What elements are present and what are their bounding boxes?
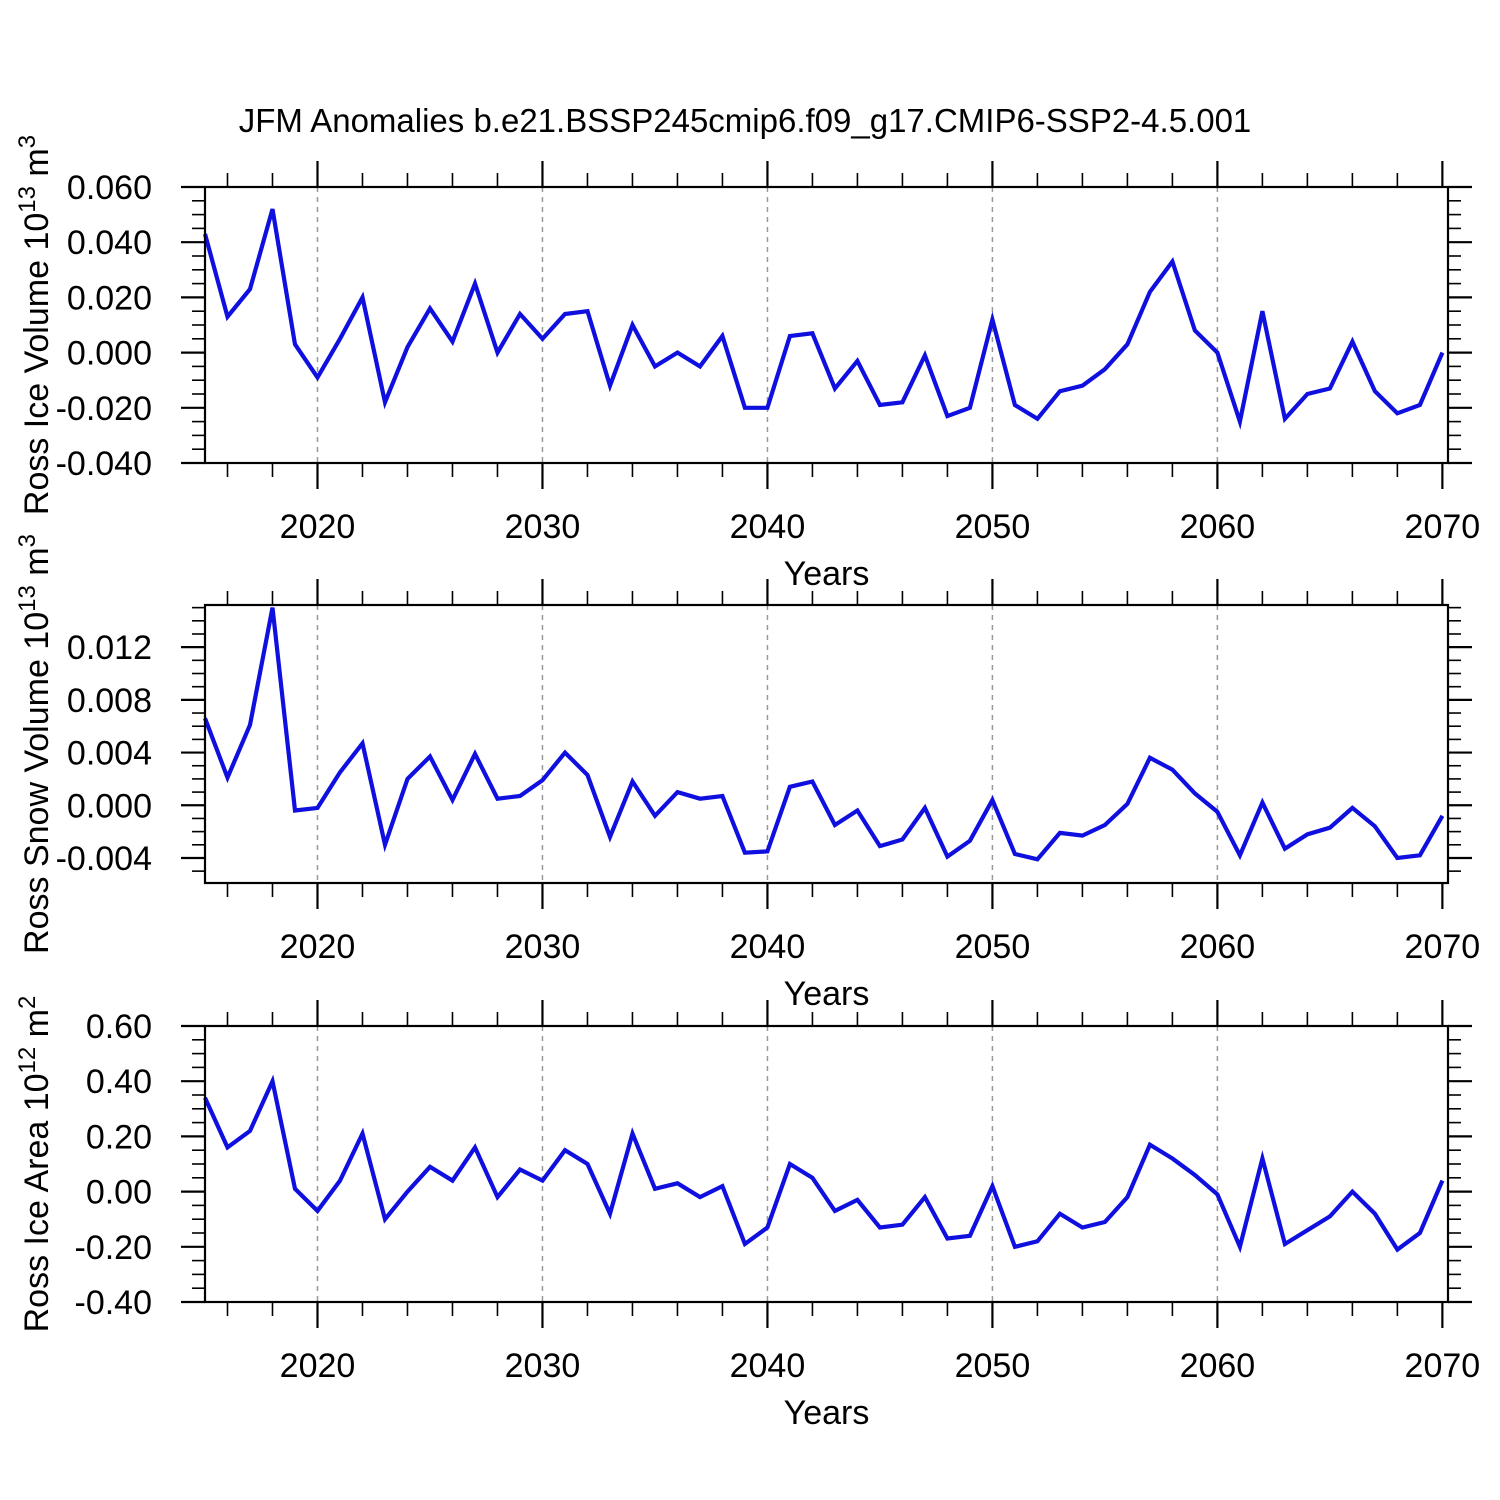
data-line xyxy=(202,208,1445,430)
y-tick-label: 0.020 xyxy=(67,279,152,317)
x-tick-label: 2050 xyxy=(955,1347,1031,1385)
x-tick-label: 2060 xyxy=(1180,508,1256,546)
ylabel-superscript: 13 xyxy=(14,585,41,612)
x-tick-label: 2050 xyxy=(955,508,1031,546)
x-tick-label: 2060 xyxy=(1180,928,1256,966)
x-tick-label: 2030 xyxy=(505,928,581,966)
ylabel-superscript: 13 xyxy=(14,186,41,213)
y-tick-label: -0.020 xyxy=(56,390,152,428)
data-line xyxy=(203,1074,1445,1254)
panel-ross-snow-volume: 0.012 0.008 0.004 0.000 -0.004 2020 2030 2040 20… xyxy=(14,534,1480,1013)
y-tick-label: 0.000 xyxy=(67,787,152,825)
x-axis-title: Years xyxy=(784,975,870,1013)
x-tick-label: 2070 xyxy=(1405,1347,1481,1385)
panel-ross-ice-volume: 0.060 0.040 0.020 0.000 -0.020 -0.040 2020 2030… xyxy=(14,135,1480,593)
y-axis-title: Ross Ice Volume 1013 m3 xyxy=(14,135,56,515)
x-tick-label: 2070 xyxy=(1405,928,1481,966)
y-axis-title: Ross Snow Volume 1013 m3 xyxy=(14,534,56,954)
y-tick-label: 0.040 xyxy=(67,224,152,262)
y-tick-label: 0.60 xyxy=(86,1008,152,1046)
x-tick-label: 2020 xyxy=(280,928,356,966)
x-tick-label: 2020 xyxy=(280,1347,356,1385)
x-tick-label: 2050 xyxy=(955,928,1031,966)
y-tick-label: -0.004 xyxy=(56,840,152,878)
y-tick-label: 0.060 xyxy=(67,169,152,207)
x-tick-label: 2030 xyxy=(505,1347,581,1385)
x-tick-label: 2070 xyxy=(1405,508,1481,546)
ylabel-superscript: 3 xyxy=(14,135,41,148)
y-tick-label: 0.008 xyxy=(67,682,152,720)
ylabel-text: m xyxy=(18,547,56,585)
data-line xyxy=(203,607,1445,862)
ylabel-text: Ross Snow Volume 10 xyxy=(18,612,56,954)
panel-ross-ice-area: 0.60 0.40 0.20 0.00 -0.20 -0.40 2020 2030 2040 20… xyxy=(14,996,1480,1432)
y-tick-label: -0.20 xyxy=(75,1229,153,1267)
x-tick-label: 2030 xyxy=(505,508,581,546)
chart-title: JFM Anomalies b.e21.BSSP245cmip6.f09_g17… xyxy=(238,102,1252,139)
ylabel-text: Ross Ice Area 10 xyxy=(18,1073,56,1332)
y-tick-label: 0.40 xyxy=(86,1063,152,1101)
x-tick-label: 2060 xyxy=(1180,1347,1256,1385)
ylabel-text: m xyxy=(18,148,56,186)
y-tick-label: 0.012 xyxy=(67,629,152,667)
y-tick-label: -0.40 xyxy=(75,1284,153,1322)
ylabel-superscript: 12 xyxy=(14,1047,41,1074)
y-tick-label: 0.00 xyxy=(86,1174,152,1212)
y-axis-title: Ross Ice Area 1012 m2 xyxy=(14,996,56,1333)
x-tick-label: 2020 xyxy=(280,508,356,546)
ylabel-superscript: 3 xyxy=(14,534,41,547)
y-tick-label: 0.004 xyxy=(67,735,152,773)
x-axis-title: Years xyxy=(784,1394,870,1432)
y-tick-label: 0.000 xyxy=(67,335,152,373)
x-tick-label: 2040 xyxy=(730,928,806,966)
y-tick-label: 0.20 xyxy=(86,1118,152,1156)
ylabel-text: Ross Ice Volume 10 xyxy=(18,213,56,515)
ylabel-superscript: 2 xyxy=(14,996,41,1009)
x-tick-label: 2040 xyxy=(730,1347,806,1385)
x-tick-label: 2040 xyxy=(730,508,806,546)
x-axis-title: Years xyxy=(784,555,870,593)
ylabel-text: m xyxy=(18,1009,56,1047)
y-tick-label: -0.040 xyxy=(56,445,152,483)
plot-frame xyxy=(203,603,1450,885)
